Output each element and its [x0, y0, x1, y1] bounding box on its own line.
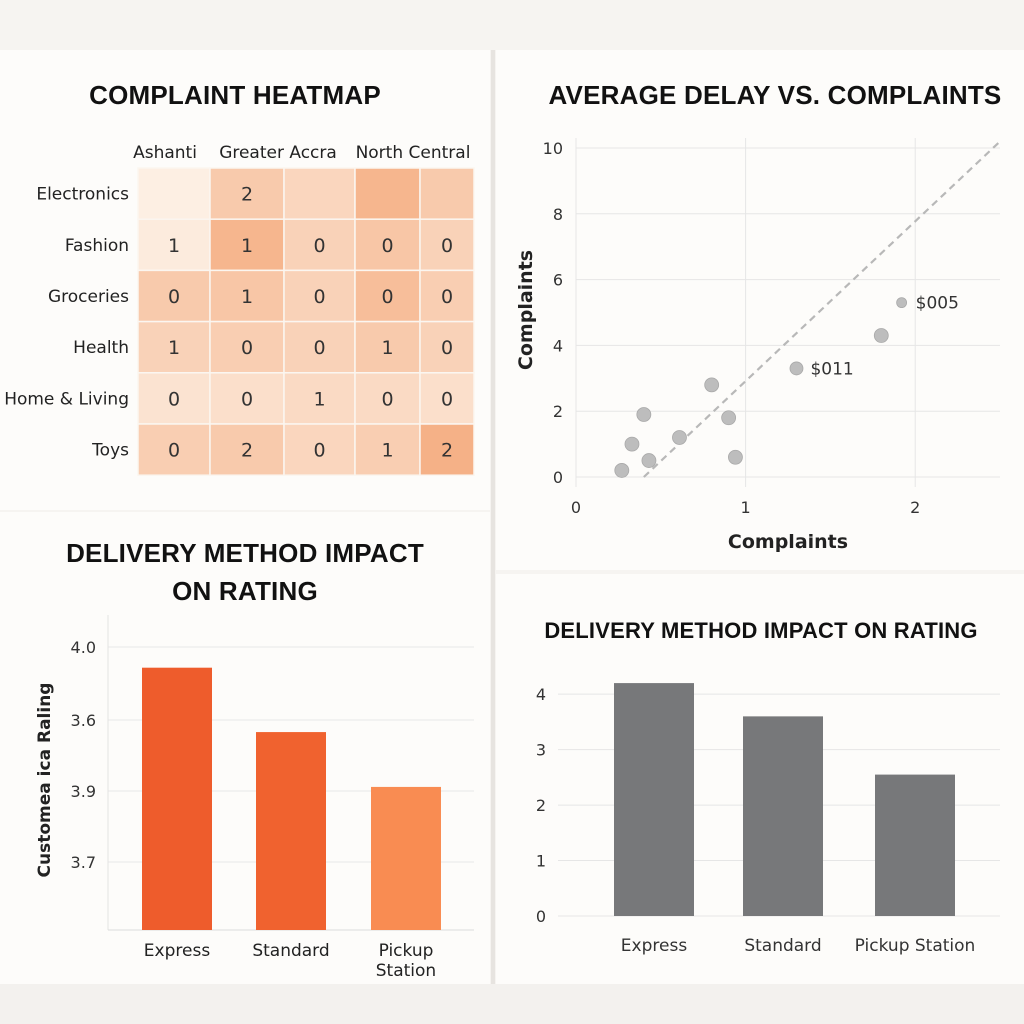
heatmap-cell	[355, 168, 420, 219]
scatter-point-label: $011	[810, 359, 853, 379]
orange-y-tick: 3.6	[71, 711, 96, 730]
orange-x-tick: Pickup	[379, 941, 434, 961]
heatmap-cell-value: 2	[441, 440, 453, 462]
heatmap-row-label: Fashion	[65, 236, 129, 256]
scatter-point	[722, 411, 736, 425]
scatter-y-tick: 6	[553, 271, 563, 290]
heatmap-cell-value: 0	[441, 286, 453, 308]
scatter-point	[615, 463, 629, 477]
scatter-y-tick: 2	[553, 402, 563, 421]
orange-y-tick: 3.7	[71, 853, 96, 872]
vertical-divider	[491, 50, 495, 984]
bottom-band	[0, 984, 1024, 1024]
heatmap-column-label: Ashanti	[133, 143, 197, 163]
scatter-x-tick: 0	[571, 498, 581, 517]
heatmap-cell	[138, 168, 210, 219]
scatter-point	[705, 378, 719, 392]
gray-y-tick: 3	[536, 741, 546, 760]
heatmap-cell-value: 0	[168, 286, 180, 308]
heatmap-cell-value: 2	[241, 184, 253, 206]
heatmap-cell-value: 0	[241, 388, 253, 410]
orange-bar	[142, 668, 212, 930]
orange-y-tick: 4.0	[71, 638, 96, 657]
gray-y-tick: 2	[536, 796, 546, 815]
gray-bar-title: DELIVERY METHOD IMPACT ON RATING	[508, 618, 1014, 644]
heatmap-cell-value: 0	[241, 337, 253, 359]
scatter-y-axis-label: Complaints	[515, 250, 537, 370]
heatmap-cell-value: 0	[313, 286, 325, 308]
gray-bar	[743, 716, 823, 916]
heatmap-cell-value: 1	[241, 235, 253, 257]
orange-x-tick: Express	[144, 941, 211, 961]
gray-y-tick: 4	[536, 685, 546, 704]
orange-y-axis-label: Customea ica Raling	[35, 683, 55, 878]
heatmap-cell-value: 0	[441, 388, 453, 410]
orange-bar-title-line2: ON RATING	[20, 576, 470, 607]
orange-x-tick: Station	[376, 961, 436, 980]
heatmap-row-label: Home & Living	[4, 389, 129, 409]
gray-bar	[614, 683, 694, 916]
scatter-point	[874, 329, 888, 343]
scatter-chart: 0 2 4 6 8 10 0 1 2 $011 $005 Complaints Complaints	[500, 110, 1020, 560]
orange-bar-chart: 4.0 3.6 3.9 3.7 Express Standard PickupStation…	[0, 610, 490, 980]
scatter-point	[672, 431, 686, 445]
heatmap-cell-value: 0	[381, 286, 393, 308]
heatmap-cell-value: 0	[313, 235, 325, 257]
heatmap-row-label: Groceries	[48, 287, 129, 307]
heatmap-cell-value: 0	[313, 337, 325, 359]
scatter-y-tick: 8	[553, 205, 563, 224]
heatmap-column-label: North Central	[356, 143, 471, 163]
heatmap-cell-value: 0	[168, 388, 180, 410]
scatter-point	[642, 454, 656, 468]
gray-x-tick: Pickup Station	[855, 936, 976, 956]
heatmap-row-label: Toys	[91, 441, 129, 461]
heatmap-cell-value: 0	[313, 440, 325, 462]
scatter-y-tick: 4	[553, 336, 563, 355]
heatmap-cell-value: 0	[381, 235, 393, 257]
scatter-y-tick: 10	[543, 139, 563, 158]
scatter-point	[790, 362, 803, 375]
heatmap-cell-value: 1	[168, 235, 180, 257]
scatter-x-axis-label: Complaints	[728, 531, 848, 553]
heatmap-cell-value: 0	[381, 388, 393, 410]
heatmap-row-label: Electronics	[36, 185, 129, 205]
orange-bar-title-line1: DELIVERY METHOD IMPACT	[20, 538, 470, 569]
orange-y-tick: 3.9	[71, 782, 96, 801]
heatmap-cell	[420, 168, 474, 219]
gray-y-tick: 0	[536, 907, 546, 926]
heatmap-cell-value: 1	[381, 337, 393, 359]
heatmap-chart: Ashanti Greater Accra North Central Electro…	[0, 120, 490, 500]
scatter-point	[637, 407, 651, 421]
heatmap-cell-value: 1	[313, 388, 325, 410]
orange-bar	[256, 732, 326, 930]
scatter-y-tick: 0	[553, 468, 563, 487]
heatmap-row-label: Health	[73, 338, 129, 358]
orange-bar	[371, 787, 441, 930]
heatmap-title: COMPLAINT HEATMAP	[40, 80, 430, 111]
heatmap-cell-value: 2	[241, 440, 253, 462]
heatmap-cell-value: 1	[381, 440, 393, 462]
scatter-point	[897, 298, 907, 308]
orange-x-tick: Standard	[252, 941, 329, 961]
heatmap-cell-value: 0	[441, 337, 453, 359]
heatmap-cell-value: 1	[168, 337, 180, 359]
gray-x-tick: Standard	[744, 936, 821, 956]
gray-bar-chart: 0 1 2 3 4 Express Standard Pickup Station	[500, 660, 1020, 970]
scatter-x-tick: 2	[910, 498, 920, 517]
scatter-title: AVERAGE DELAY VS. COMPLAINTS	[528, 80, 1022, 111]
gray-bar	[875, 775, 955, 916]
heatmap-cell-value: 0	[168, 440, 180, 462]
heatmap-column-label: Greater Accra	[219, 143, 337, 163]
heatmap-cell-value: 0	[441, 235, 453, 257]
heatmap-cell	[284, 168, 355, 219]
gray-x-tick: Express	[621, 936, 688, 956]
scatter-point	[625, 437, 639, 451]
heatmap-cell-value: 1	[241, 286, 253, 308]
scatter-x-tick: 1	[741, 498, 751, 517]
gray-y-tick: 1	[536, 852, 546, 871]
scatter-point	[728, 450, 742, 464]
scatter-point-label: $005	[916, 294, 959, 314]
